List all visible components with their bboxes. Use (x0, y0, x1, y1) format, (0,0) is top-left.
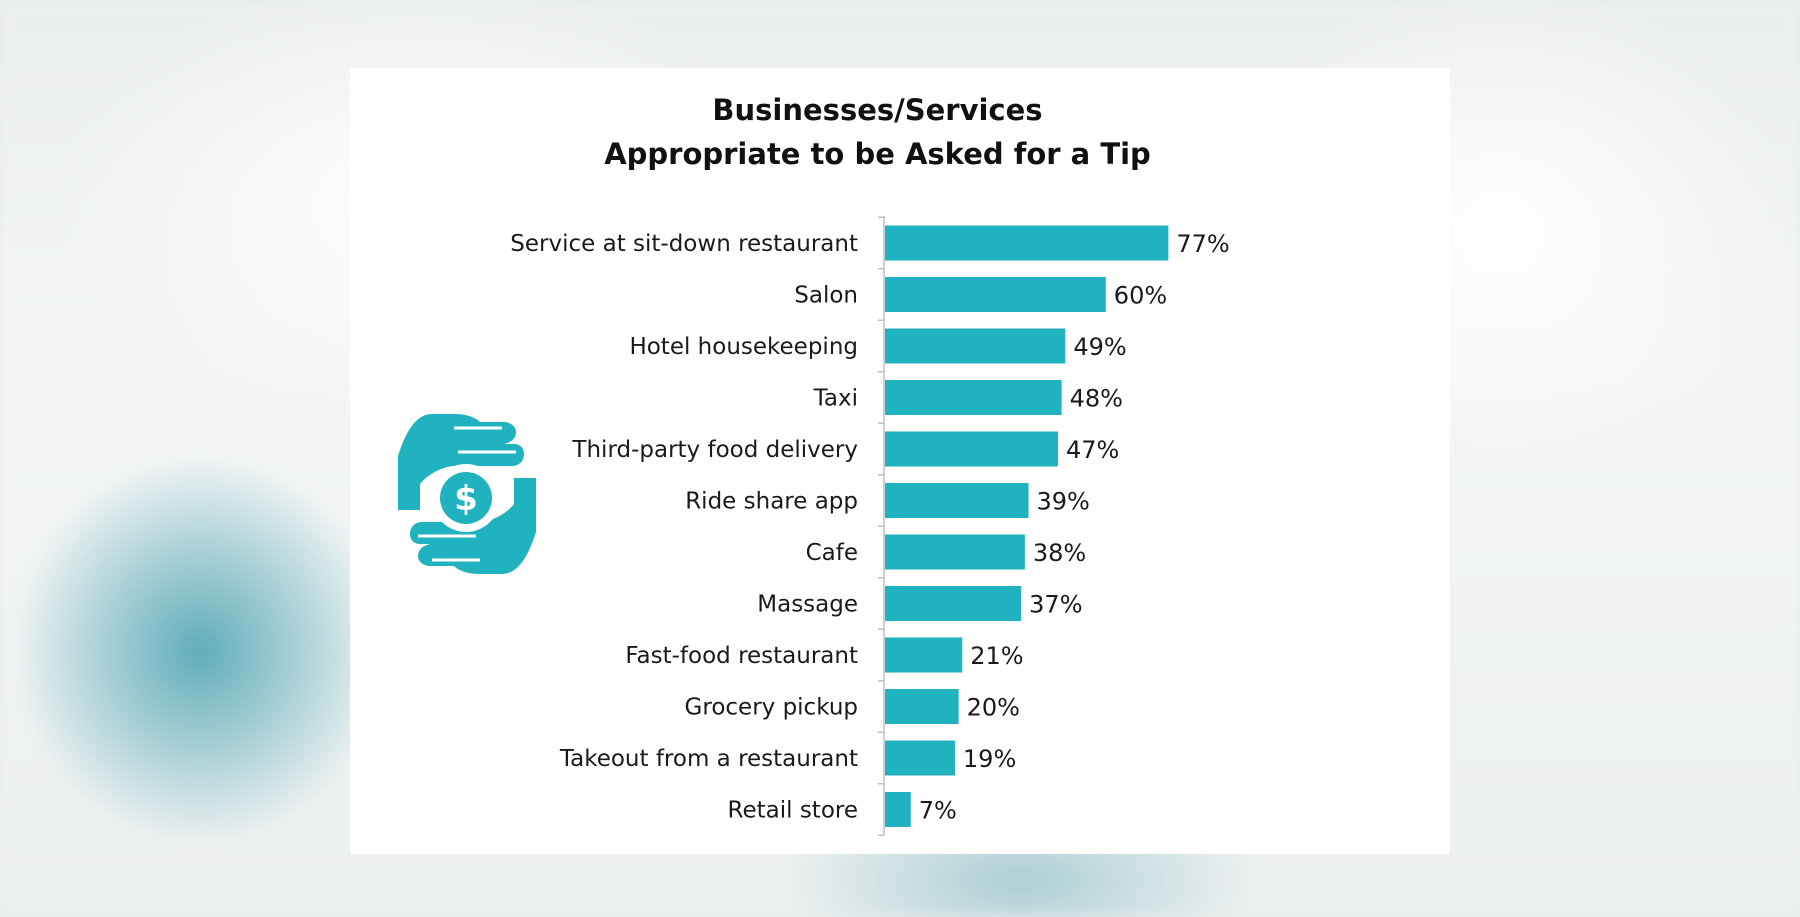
category-label: Salon (794, 283, 858, 309)
data-label: 37% (1029, 591, 1082, 619)
chart-title: Businesses/Services (712, 93, 1043, 127)
category-label: Takeout from a restaurant (559, 746, 858, 772)
category-label: Service at sit-down restaurant (510, 231, 858, 257)
chart-subtitle: Appropriate to be Asked for a Tip (604, 137, 1151, 171)
bar-10 (885, 740, 955, 776)
bar-4 (885, 431, 1058, 467)
chart-card: Businesses/Services Appropriate to be As… (350, 68, 1450, 854)
bar-7 (885, 586, 1022, 621)
data-label: 48% (1070, 385, 1123, 413)
category-label: Retail store (728, 798, 858, 824)
data-label: 60% (1114, 282, 1167, 310)
data-label: 19% (963, 745, 1016, 773)
bar-6 (885, 534, 1025, 570)
bar-3 (885, 380, 1062, 415)
data-label: 20% (967, 694, 1020, 722)
data-label: 49% (1073, 333, 1126, 361)
category-label: Taxi (813, 386, 858, 412)
bar-1 (885, 277, 1106, 312)
category-label: Grocery pickup (685, 695, 858, 721)
bar-11 (885, 792, 911, 827)
bar-9 (885, 689, 959, 724)
category-label: Massage (757, 592, 858, 618)
data-label: 47% (1066, 436, 1119, 464)
chart-title-block: Businesses/Services Appropriate to be As… (350, 88, 1405, 176)
top-hand-shape (398, 414, 524, 510)
data-label: 7% (919, 797, 957, 825)
category-label: Ride share app (685, 489, 858, 515)
category-label: Fast-food restaurant (625, 643, 858, 669)
data-label: 39% (1037, 488, 1090, 516)
bar-8 (885, 637, 963, 673)
hands-dollar-icon: $ (398, 414, 536, 574)
data-label: 21% (970, 642, 1023, 670)
data-label: 38% (1033, 539, 1086, 567)
bar-2 (885, 328, 1066, 364)
category-label: Third-party food delivery (571, 437, 858, 463)
svg-text:$: $ (454, 479, 478, 519)
bar-5 (885, 483, 1029, 518)
category-label: Cafe (806, 540, 858, 566)
bar-0 (885, 225, 1169, 261)
category-label: Hotel housekeeping (629, 334, 858, 360)
bar-chart: $ Service at sit-down restaurant Salon Hot… (398, 216, 1230, 836)
data-label: 77% (1176, 230, 1229, 258)
